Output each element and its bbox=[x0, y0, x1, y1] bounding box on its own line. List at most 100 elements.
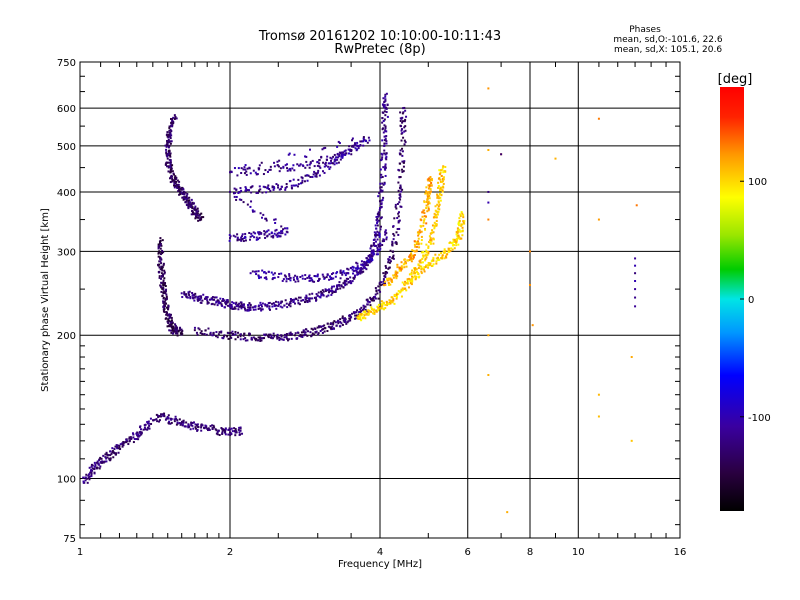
echo-point bbox=[377, 212, 380, 215]
echo-point bbox=[384, 138, 387, 141]
echo-point bbox=[165, 288, 168, 291]
echo-point bbox=[202, 293, 205, 296]
echo-point bbox=[163, 307, 166, 310]
echo-point bbox=[461, 212, 464, 215]
echo-point bbox=[383, 182, 386, 185]
echo-point bbox=[288, 274, 291, 277]
echo-point bbox=[257, 307, 260, 310]
echo-point bbox=[198, 328, 201, 331]
echo-point bbox=[163, 412, 166, 415]
echo-point bbox=[374, 240, 377, 243]
echo-point bbox=[121, 445, 124, 448]
echo-point bbox=[166, 142, 169, 145]
echo-point bbox=[234, 333, 237, 336]
echo-point bbox=[185, 421, 188, 424]
echo-point bbox=[385, 111, 388, 114]
echo-point bbox=[159, 413, 162, 416]
echo-point bbox=[300, 335, 303, 338]
echo-point bbox=[99, 465, 102, 468]
echo-point bbox=[391, 257, 394, 260]
echo-point bbox=[293, 169, 296, 172]
echo-point bbox=[176, 332, 179, 335]
echo-point bbox=[163, 310, 166, 313]
echo-point bbox=[435, 260, 438, 263]
echo-point bbox=[406, 279, 409, 282]
echo-point bbox=[223, 335, 226, 338]
echo-point bbox=[356, 268, 359, 271]
echo-point bbox=[411, 249, 414, 252]
echo-point bbox=[427, 252, 430, 255]
echo-point bbox=[301, 179, 304, 182]
echo-point bbox=[258, 277, 261, 280]
echo-point bbox=[333, 153, 336, 156]
echo-point bbox=[379, 189, 382, 192]
echo-point bbox=[279, 305, 282, 308]
echo-point bbox=[234, 338, 237, 341]
echo-point bbox=[376, 253, 379, 256]
echo-point bbox=[162, 300, 165, 303]
echo-point bbox=[225, 300, 228, 303]
echo-point bbox=[345, 280, 348, 283]
echo-point bbox=[194, 217, 197, 220]
echo-point bbox=[378, 233, 381, 236]
echo-point bbox=[279, 337, 282, 340]
echo-point bbox=[97, 463, 100, 466]
echo-point bbox=[315, 298, 318, 301]
echo-point bbox=[206, 296, 209, 299]
echo-point bbox=[309, 162, 312, 165]
echo-point bbox=[164, 291, 167, 294]
echo-point bbox=[163, 271, 166, 274]
echo-point bbox=[379, 202, 382, 205]
echo-point bbox=[311, 332, 314, 335]
echo-point bbox=[290, 184, 293, 187]
echo-point bbox=[226, 335, 229, 338]
echo-point bbox=[456, 227, 459, 230]
echo-point bbox=[380, 173, 383, 176]
echo-point bbox=[424, 258, 427, 261]
echo-point bbox=[200, 296, 203, 299]
echo-point bbox=[237, 428, 240, 431]
echo-point bbox=[270, 334, 273, 337]
echo-point bbox=[216, 304, 219, 307]
echo-point bbox=[239, 335, 242, 338]
echo-point bbox=[299, 163, 302, 166]
echo-point bbox=[278, 339, 281, 342]
echo-point bbox=[199, 213, 202, 216]
echo-point bbox=[361, 264, 364, 267]
echo-point bbox=[273, 276, 276, 279]
echo-point bbox=[172, 116, 175, 119]
echo-point bbox=[321, 293, 324, 296]
echo-point bbox=[363, 266, 366, 269]
echo-point bbox=[351, 280, 354, 283]
echo-point bbox=[459, 214, 462, 217]
echo-point bbox=[176, 179, 179, 182]
echo-point bbox=[413, 267, 416, 270]
echo-point bbox=[84, 476, 87, 479]
echo-point bbox=[242, 304, 245, 307]
echo-point bbox=[402, 287, 405, 290]
echo-point bbox=[435, 215, 438, 218]
echo-point bbox=[377, 248, 380, 251]
echo-point bbox=[386, 277, 389, 280]
echo-point bbox=[262, 213, 265, 216]
echo-point bbox=[327, 291, 330, 294]
echo-point bbox=[449, 249, 452, 252]
echo-point bbox=[291, 187, 294, 190]
echo-point bbox=[375, 253, 378, 256]
echo-point bbox=[440, 174, 443, 177]
echo-point bbox=[250, 186, 253, 189]
echo-point bbox=[367, 312, 370, 315]
echo-point bbox=[427, 208, 430, 211]
echo-point bbox=[271, 186, 274, 189]
echo-point bbox=[377, 289, 380, 292]
echo-point bbox=[159, 260, 162, 263]
echo-point bbox=[384, 157, 387, 160]
echo-point bbox=[404, 141, 407, 144]
echo-point bbox=[244, 189, 247, 192]
echo-point bbox=[347, 277, 350, 280]
echo-point bbox=[382, 238, 385, 241]
echo-point bbox=[128, 436, 131, 439]
echo-point bbox=[167, 319, 170, 322]
echo-point bbox=[332, 277, 335, 280]
echo-point bbox=[243, 166, 246, 169]
